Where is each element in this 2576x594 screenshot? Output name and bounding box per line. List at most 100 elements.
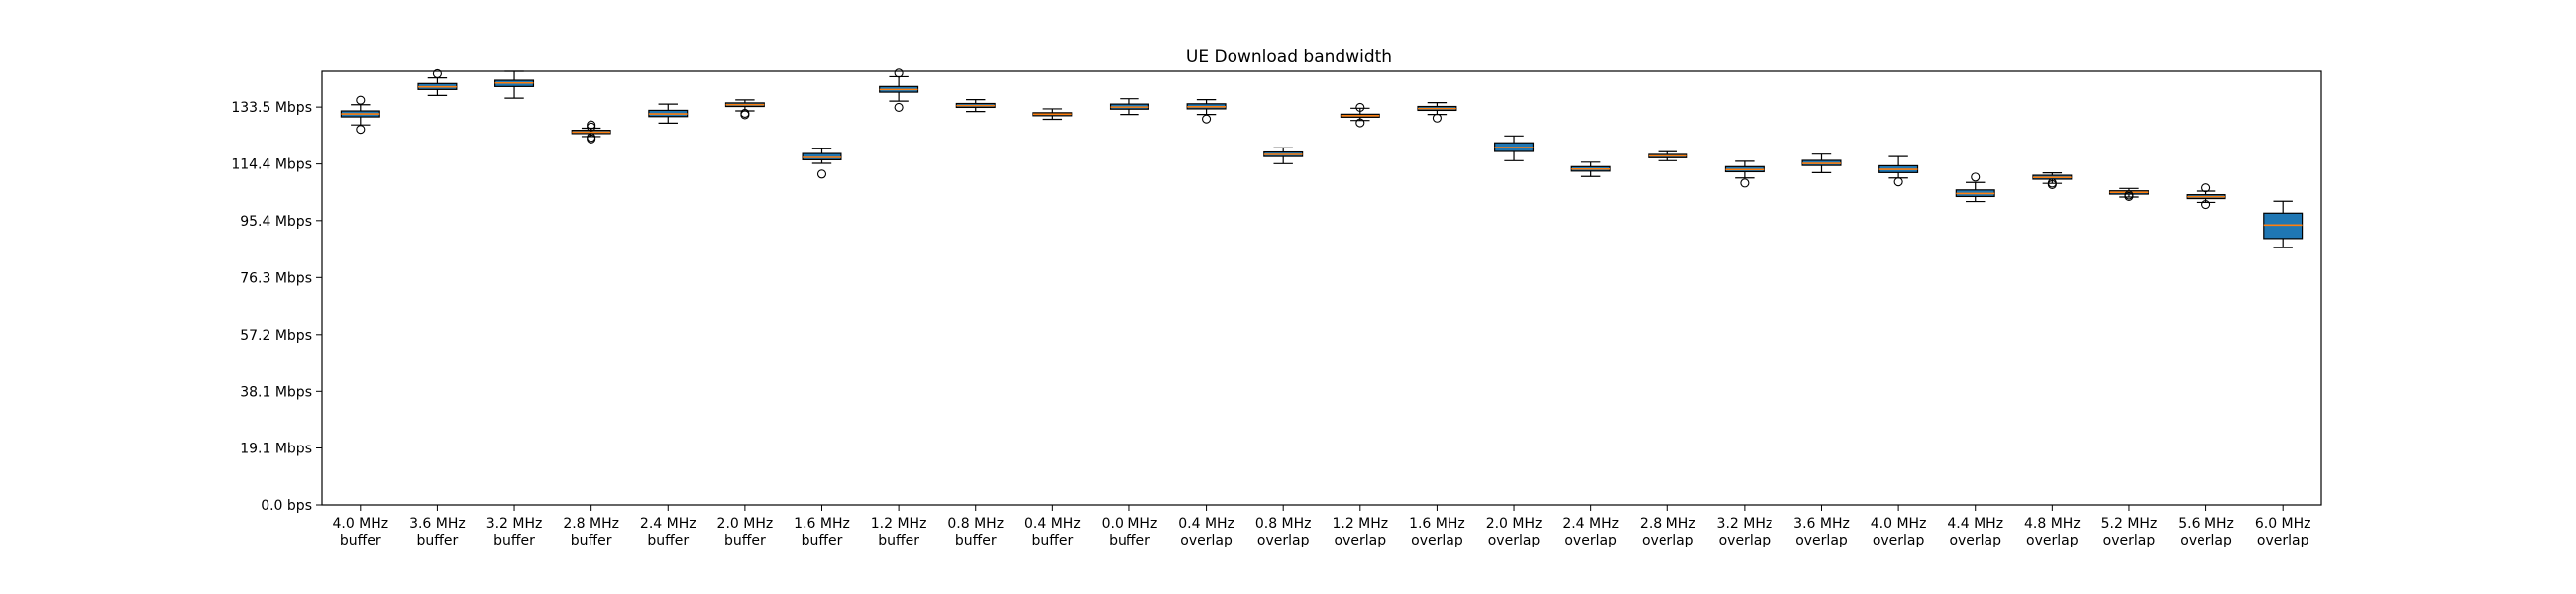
- x-tick-label: 2.4 MHz: [640, 516, 697, 532]
- outlier-point: [2047, 178, 2057, 188]
- outlier-point: [816, 169, 827, 179]
- outlier-point: [894, 68, 904, 78]
- x-tick-label: overlap: [2103, 533, 2156, 548]
- x-tick-label: overlap: [1949, 533, 2001, 548]
- x-tick-label: buffer: [878, 533, 919, 548]
- x-tick-label: buffer: [1109, 533, 1150, 548]
- x-tick-label: buffer: [571, 533, 612, 548]
- x-tick-label: buffer: [647, 533, 689, 548]
- box-11: [1109, 98, 1149, 116]
- x-tick-label: 3.6 MHz: [409, 516, 466, 532]
- box-4: [571, 120, 611, 144]
- outlier-point: [356, 95, 366, 105]
- x-tick-label: overlap: [2257, 533, 2309, 548]
- x-tick-label: 3.6 MHz: [1793, 516, 1850, 532]
- outlier-point: [2124, 190, 2134, 200]
- x-tick-label: 4.4 MHz: [1947, 516, 2003, 532]
- y-tick-label: 95.4 Mbps: [240, 214, 312, 230]
- x-tick-label: 4.0 MHz: [332, 516, 388, 532]
- x-tick-label: 3.2 MHz: [486, 516, 543, 532]
- x-tick-label: overlap: [1180, 533, 1233, 548]
- chart-title: UE Download bandwidth: [1186, 48, 1392, 67]
- outlier-point: [1740, 178, 1750, 188]
- x-tick-label: buffer: [955, 533, 997, 548]
- box-8: [879, 68, 919, 112]
- outlier-point: [356, 125, 366, 135]
- x-tick-label: overlap: [1564, 533, 1617, 548]
- x-tick-label: 6.0 MHz: [2255, 516, 2311, 532]
- x-tick-label: overlap: [1642, 533, 1694, 548]
- x-tick-label: 1.6 MHz: [794, 516, 850, 532]
- x-tick-label: 0.0 MHz: [1102, 516, 1158, 532]
- x-tick-label: 1.2 MHz: [871, 516, 927, 532]
- y-tick-label: 0.0 bps: [261, 498, 312, 514]
- box-5: [648, 103, 689, 124]
- x-tick-label: overlap: [1257, 533, 1310, 548]
- outlier-point: [2201, 183, 2211, 193]
- x-tick-label: 0.8 MHz: [1255, 516, 1312, 532]
- x-tick-label: overlap: [2026, 533, 2079, 548]
- x-tick-label: 0.4 MHz: [1178, 516, 1234, 532]
- box-16: [1494, 135, 1535, 161]
- x-tick-label: overlap: [1411, 533, 1463, 548]
- y-tick-label: 133.5 Mbps: [231, 100, 312, 116]
- y-tick-label: 38.1 Mbps: [240, 384, 312, 400]
- x-tick-label: overlap: [1873, 533, 1925, 548]
- outlier-point: [587, 122, 596, 132]
- box-22: [1955, 172, 1995, 203]
- box-1: [340, 95, 380, 135]
- x-tick-label: buffer: [417, 533, 459, 548]
- outlier-point: [1893, 177, 1903, 187]
- outlier-point: [2201, 200, 2211, 210]
- box-23: [2032, 172, 2073, 189]
- x-tick-label: overlap: [1488, 533, 1541, 548]
- box-10: [1032, 108, 1073, 121]
- y-tick-label: 57.2 Mbps: [240, 328, 312, 344]
- x-tick-label: 3.2 MHz: [1717, 516, 1773, 532]
- x-tick-label: overlap: [1795, 533, 1848, 548]
- box-26: [2263, 200, 2304, 248]
- x-tick-label: buffer: [802, 533, 843, 548]
- x-tick-label: 1.6 MHz: [1409, 516, 1465, 532]
- plot-frame: [321, 70, 2322, 506]
- box-9: [955, 98, 996, 113]
- box-25: [2186, 183, 2226, 210]
- x-tick-label: 2.8 MHz: [563, 516, 619, 532]
- y-tick-label: 19.1 Mbps: [240, 442, 312, 457]
- box-19: [1724, 160, 1765, 188]
- box-3: [494, 70, 535, 99]
- y-tick-label: 114.4 Mbps: [231, 157, 312, 173]
- outlier-point: [1355, 102, 1365, 112]
- box-21: [1878, 155, 1919, 187]
- x-tick-label: 2.8 MHz: [1640, 516, 1696, 532]
- box-17: [1570, 161, 1611, 177]
- outlier-point: [587, 133, 596, 143]
- box-12: [1186, 98, 1227, 124]
- x-tick-label: 1.2 MHz: [1332, 516, 1388, 532]
- x-tick-label: buffer: [724, 533, 766, 548]
- outlier-point: [740, 108, 750, 118]
- y-axis: 0.0 bps 19.1 Mbps 38.1 Mbps 57.2 Mbps 76.3 M…: [231, 100, 322, 514]
- x-tick-label: overlap: [1719, 533, 1771, 548]
- box-24: [2108, 187, 2149, 201]
- box-13: [1263, 147, 1304, 164]
- box-18: [1648, 150, 1688, 161]
- x-tick-label: 2.0 MHz: [1486, 516, 1543, 532]
- box-14: [1340, 102, 1380, 128]
- x-tick-label: overlap: [1335, 533, 1387, 548]
- y-tick-label: 76.3 Mbps: [240, 270, 312, 286]
- x-tick-label: 4.0 MHz: [1871, 516, 1927, 532]
- outlier-point: [432, 68, 442, 78]
- outlier-point: [1355, 118, 1365, 128]
- box-20: [1801, 153, 1842, 173]
- outlier-point: [1432, 113, 1442, 123]
- x-tick-label: buffer: [1031, 533, 1073, 548]
- x-tick-label: 2.0 MHz: [717, 516, 774, 532]
- box-2: [417, 68, 458, 96]
- x-tick-label: 0.4 MHz: [1024, 516, 1081, 532]
- outlier-point: [894, 102, 904, 112]
- outlier-point: [1971, 172, 1981, 182]
- x-tick-label: 0.8 MHz: [947, 516, 1004, 532]
